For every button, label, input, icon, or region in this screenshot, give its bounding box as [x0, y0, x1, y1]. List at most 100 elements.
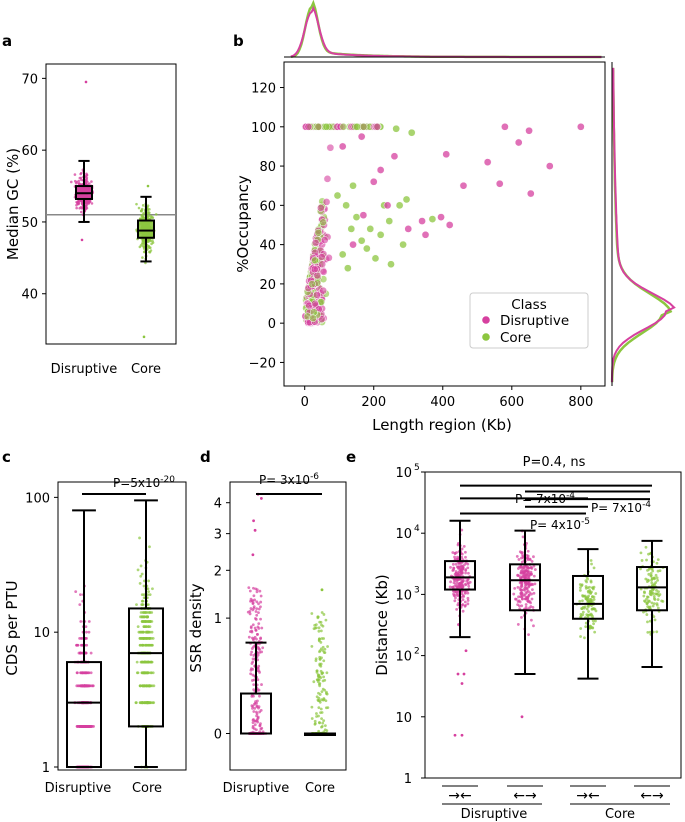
panel-a-point [75, 206, 78, 210]
panel-b-point-disruptive [357, 132, 366, 141]
panel-b-point [309, 314, 317, 323]
panel-e-point [592, 566, 596, 570]
panel-e-point [581, 610, 585, 614]
panel-e-ytick-label: 10 [395, 527, 412, 542]
panel-c-point [145, 701, 149, 705]
panel-d-point [256, 678, 260, 682]
panel-e-point [451, 569, 455, 572]
panel-e-point [642, 610, 645, 614]
panel-e-point [464, 571, 467, 575]
panel-e-point [654, 592, 658, 596]
panel-a-point [148, 211, 151, 215]
panel-a-point [69, 180, 73, 184]
panel-c-point [146, 587, 150, 591]
panel-d-point [255, 590, 259, 594]
panel-a-point [154, 213, 158, 216]
panel-e-point-outlier [456, 672, 460, 676]
panel-a-point [146, 208, 149, 211]
panel-d-point [323, 724, 327, 728]
panel-c-point [135, 660, 139, 664]
panel-b-point-disruptive [404, 225, 413, 233]
panel-e-point [521, 553, 524, 557]
panel-c-point [146, 593, 150, 596]
panel-d-point [251, 706, 254, 710]
panel-d-significance-label: P= 3x10-6 [259, 472, 319, 487]
panel-d-point [254, 628, 258, 632]
panel-e-point [640, 559, 644, 562]
panel-d-point [321, 687, 325, 691]
panel-e-significance-label: P=0.4, ns [523, 455, 586, 470]
panel-label-e: e [346, 448, 356, 466]
panel-e-point [520, 583, 524, 586]
panel-e-point [464, 603, 467, 607]
panel-c-point [87, 630, 91, 634]
panel-e-point [530, 560, 534, 563]
panel-e-significance-text: P= 7x10 [591, 501, 642, 515]
panel-d-point [319, 664, 323, 668]
panel-b-point-core [387, 260, 395, 269]
panel-d-point [261, 730, 265, 734]
panel-e-point [466, 599, 470, 602]
panel-d-point [257, 669, 261, 673]
panel-a: Median GC (%) 40 50 60 70 Disruptive Core [4, 63, 177, 377]
panel-d-point [255, 632, 259, 636]
panel-e-significance-label: P= 7x10-4 [515, 491, 575, 506]
panel-e-point [580, 583, 584, 587]
panel-e-point [531, 588, 534, 591]
panel-e-point [639, 567, 642, 571]
panel-b-point-disruptive [545, 162, 554, 170]
panel-e-point [580, 607, 583, 610]
panel-d-point [250, 630, 254, 634]
panel-d-point [312, 680, 316, 684]
panel-e-point [526, 549, 530, 553]
panel-e-point [520, 604, 524, 608]
panel-d-point [248, 610, 252, 613]
panel-d-point [312, 627, 316, 631]
panel-b-point-disruptive [514, 138, 523, 147]
panel-e-point [645, 558, 648, 562]
panel-e-point [453, 599, 457, 603]
panel-b-point [314, 228, 323, 237]
panel-b-point-disruptive [576, 122, 585, 131]
panel-e-orientation-label: →← [448, 788, 471, 804]
panel-e-point [592, 598, 596, 601]
panel-d-point [324, 618, 328, 622]
panel-d-point [319, 711, 322, 715]
panel-e-group-label-core: Core [605, 807, 635, 822]
panel-e-point [532, 591, 536, 595]
panel-e-point [461, 598, 465, 602]
panel-e-point [655, 630, 659, 634]
panel-e-box-1-box [509, 563, 541, 612]
panel-e-point [466, 591, 470, 595]
panel-b-point-core [366, 225, 375, 233]
panel-c-ytick-label: 100 [25, 491, 50, 506]
panel-e-point [466, 596, 470, 600]
panel-d-point [252, 606, 256, 610]
panel-c-point [150, 643, 153, 647]
panel-b-ytick-label: 80 [259, 160, 276, 175]
panel-d-point [310, 644, 314, 648]
panel-e-point [463, 550, 467, 554]
panel-e-point [647, 572, 651, 576]
panel-b-ytick-label: 0 [268, 317, 276, 332]
panel-e-point [656, 598, 660, 601]
panel-b-point-full [322, 122, 331, 131]
panel-c-ytick-label: 10 [33, 626, 50, 641]
panel-e-point [524, 592, 528, 595]
panel-d-point [253, 706, 257, 710]
panel-c-point [81, 671, 85, 675]
panel-d-point [322, 719, 326, 723]
panel-c-point [146, 625, 150, 628]
panel-d-point [321, 649, 325, 652]
panel-d-point [314, 623, 318, 627]
panel-b-point-core [385, 217, 394, 225]
panel-e-point [645, 613, 649, 616]
panel-e-ytick-exponent: 3 [414, 585, 420, 595]
panel-e-point [653, 577, 656, 581]
panel-d-point [322, 613, 326, 616]
panel-e-point-outlier [460, 682, 464, 685]
panel-c-point [140, 572, 144, 576]
panel-c-point [141, 603, 144, 607]
panel-e-point [593, 630, 597, 634]
